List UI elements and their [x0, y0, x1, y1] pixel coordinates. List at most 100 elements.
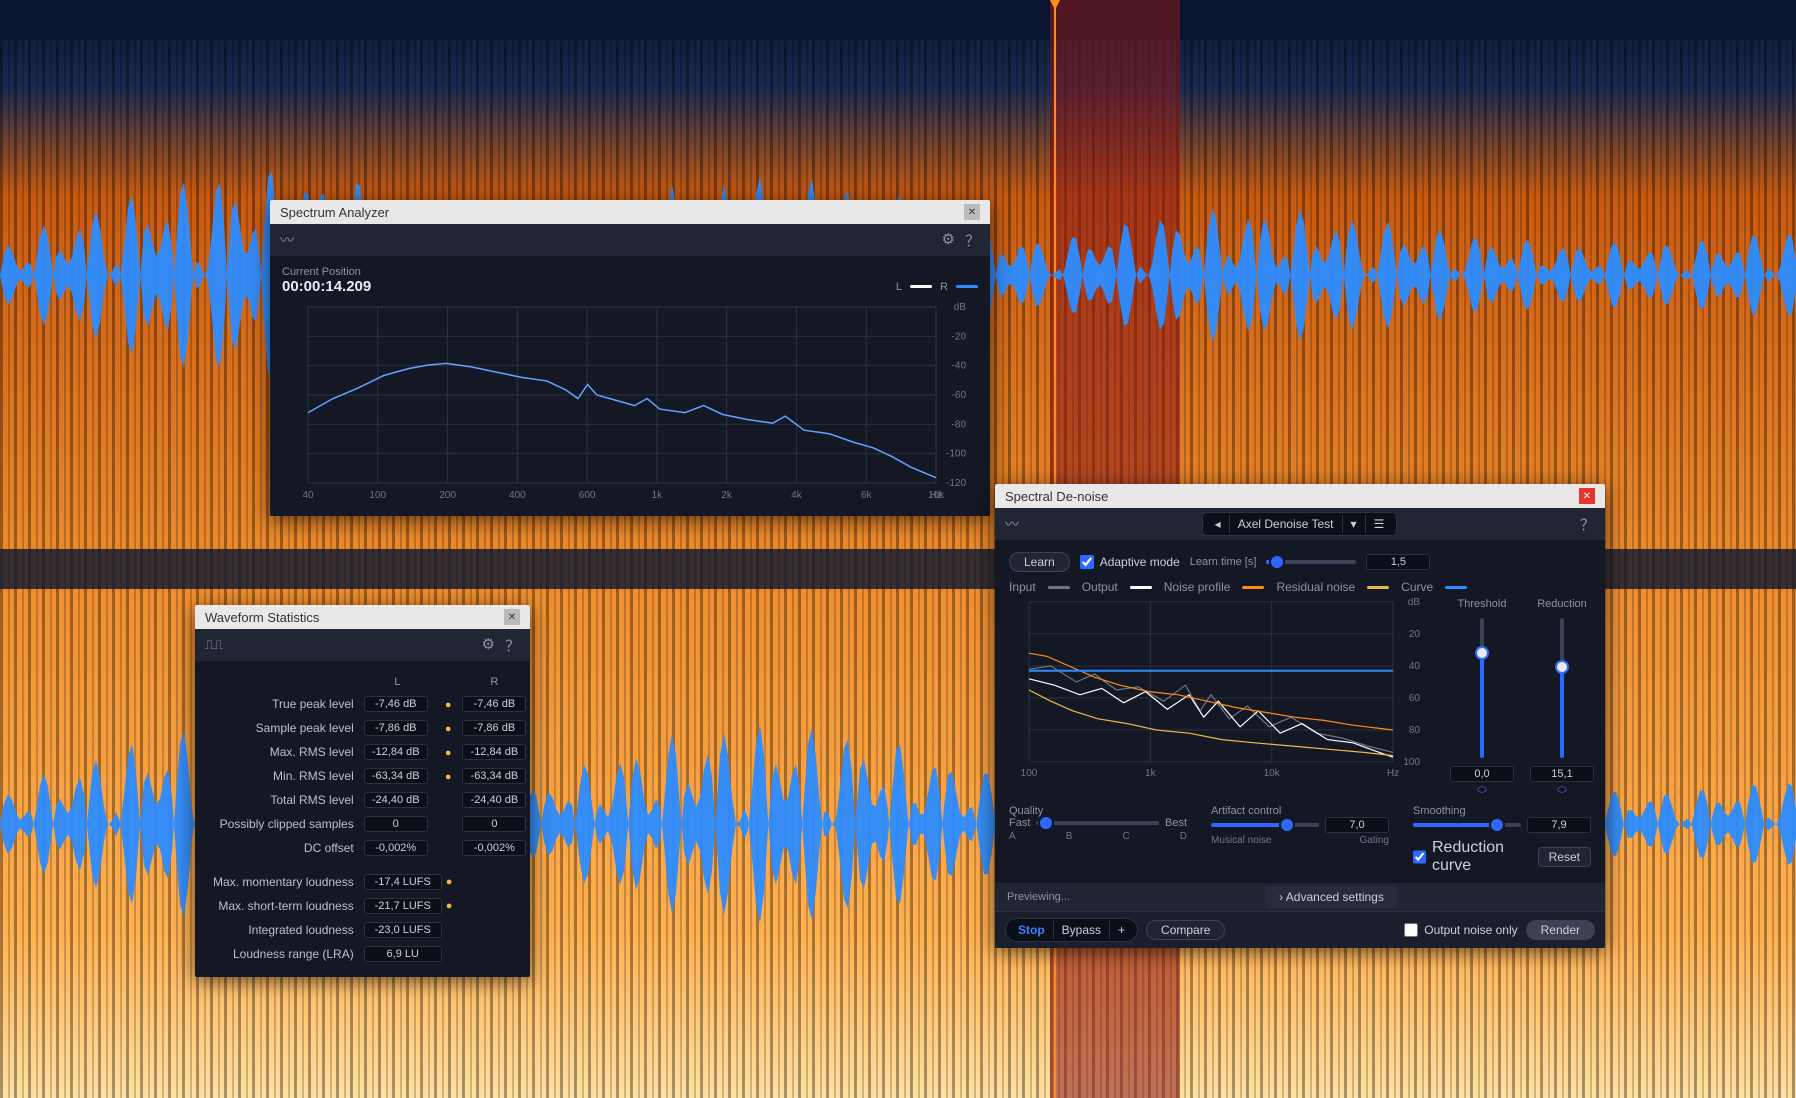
svg-text:100: 100	[1403, 757, 1420, 768]
denoise-panel: Spectral De-noise ✕ 〰 ◂ Axel Denoise Tes…	[995, 484, 1605, 948]
svg-text:Hz: Hz	[930, 490, 942, 501]
artifact-value[interactable]: 7,0	[1325, 817, 1389, 833]
help-icon[interactable]: ？	[1580, 514, 1595, 535]
smoothing-slider[interactable]	[1413, 823, 1521, 827]
threshold-slider[interactable]	[1480, 618, 1484, 758]
stats-table: LRTrue peak level-7,46 dB●-7,46 dB●Sampl…	[207, 671, 530, 967]
svg-text:1k: 1k	[1145, 768, 1157, 778]
advanced-settings-button[interactable]: › Advanced settings	[1265, 886, 1398, 908]
artifact-left: Musical noise	[1211, 835, 1272, 846]
adaptive-label: Adaptive mode	[1100, 555, 1180, 569]
artifact-right: Gating	[1360, 835, 1389, 846]
svg-text:-20: -20	[952, 331, 967, 342]
svg-text:10k: 10k	[1264, 768, 1281, 778]
preset-prev-icon[interactable]: ◂	[1207, 515, 1229, 533]
svg-text:200: 200	[439, 490, 456, 501]
artifact-slider[interactable]	[1211, 823, 1319, 827]
preset-menu-icon[interactable]: ☰	[1365, 515, 1393, 533]
close-icon[interactable]: ✕	[504, 609, 520, 625]
bars-icon: ⎍⎍	[205, 637, 223, 653]
svg-text:dB: dB	[954, 302, 967, 313]
quality-slider[interactable]	[1036, 821, 1159, 825]
svg-text:Hz: Hz	[1387, 768, 1399, 778]
quality-right: Best	[1165, 817, 1187, 829]
reset-button[interactable]: Reset	[1538, 847, 1591, 867]
svg-text:-80: -80	[952, 419, 967, 430]
threshold-value[interactable]: 0,0	[1450, 766, 1514, 782]
link-icon[interactable]: ⬭	[1557, 784, 1566, 797]
spectrum-titlebar[interactable]: Spectrum Analyzer ✕	[270, 200, 990, 224]
learntime-slider[interactable]	[1266, 560, 1356, 564]
denoise-chart: 1001k10kHz dB20406080100	[1009, 598, 1437, 778]
smoothing-value[interactable]: 7,9	[1527, 817, 1591, 833]
waveform-stats-panel: Waveform Statistics ✕ ⎍⎍ ⚙ ？ LRTrue peak…	[195, 605, 530, 977]
wave-icon: 〰	[280, 230, 294, 250]
svg-text:2k: 2k	[721, 490, 733, 501]
svg-text:20: 20	[1409, 629, 1421, 640]
legend-L-swatch	[910, 285, 932, 288]
close-icon[interactable]: ✕	[964, 204, 980, 220]
svg-text:-40: -40	[952, 361, 967, 372]
link-icon[interactable]: ⬭	[1477, 784, 1486, 797]
smoothing-label: Smoothing	[1413, 805, 1591, 817]
stats-titlebar[interactable]: Waveform Statistics ✕	[195, 605, 530, 629]
denoise-titlebar[interactable]: Spectral De-noise ✕	[995, 484, 1605, 508]
denoise-toolbar: 〰 ◂ Axel Denoise Test ▾ ☰ ？	[995, 508, 1605, 540]
bypass-button[interactable]: Bypass	[1053, 921, 1109, 939]
render-button[interactable]: Render	[1526, 920, 1595, 940]
svg-text:-120: -120	[946, 478, 966, 489]
noise-only-checkbox[interactable]: Output noise only	[1404, 923, 1517, 937]
svg-text:dB: dB	[1408, 598, 1421, 608]
svg-text:40: 40	[302, 490, 314, 501]
preview-label: Previewing...	[1007, 891, 1070, 903]
gear-icon[interactable]: ⚙	[942, 230, 955, 251]
help-icon[interactable]: ？	[965, 230, 980, 251]
denoise-title: Spectral De-noise	[1005, 489, 1108, 504]
spectrum-chart: 401002004006001k2k4k6k10kHz dB-20-40-60-…	[282, 301, 978, 501]
reduction-curve-checkbox[interactable]: Reduction curve	[1413, 839, 1528, 875]
preset-next-icon[interactable]: ▾	[1342, 515, 1365, 533]
svg-text:400: 400	[509, 490, 526, 501]
svg-text:6k: 6k	[861, 490, 873, 501]
current-position-label: Current Position	[282, 266, 978, 278]
quality-left: Fast	[1009, 817, 1030, 829]
learntime-label: Learn time [s]	[1190, 556, 1257, 568]
plus-button[interactable]: +	[1109, 921, 1133, 939]
learntime-value[interactable]: 1,5	[1366, 554, 1430, 570]
spectrum-analyzer-panel: Spectrum Analyzer ✕ 〰 ⚙ ？ Current Positi…	[270, 200, 990, 516]
svg-text:-100: -100	[946, 449, 966, 460]
wave-icon: 〰	[1005, 514, 1019, 534]
stop-button[interactable]: Stop	[1010, 921, 1053, 939]
quality-label: Quality	[1009, 805, 1187, 817]
stats-toolbar: ⎍⎍ ⚙ ？	[195, 629, 530, 661]
preset-name[interactable]: Axel Denoise Test	[1229, 515, 1342, 533]
gear-icon[interactable]: ⚙	[482, 635, 495, 656]
svg-text:4k: 4k	[791, 490, 803, 501]
legend-R-swatch	[956, 285, 978, 288]
legend-R-label: R	[940, 281, 948, 293]
svg-text:600: 600	[579, 490, 596, 501]
svg-text:-60: -60	[952, 390, 967, 401]
reduction-slider[interactable]	[1560, 618, 1564, 758]
reduction-curve-label: Reduction curve	[1432, 839, 1528, 875]
svg-text:1k: 1k	[652, 490, 664, 501]
learn-button[interactable]: Learn	[1009, 552, 1070, 572]
spectrum-toolbar: 〰 ⚙ ？	[270, 224, 990, 256]
close-icon[interactable]: ✕	[1579, 488, 1595, 504]
reduction-label: Reduction	[1537, 598, 1587, 610]
chevron-right-icon: ›	[1279, 890, 1283, 904]
current-position-value: 00:00:14.209	[282, 278, 371, 295]
reduction-value[interactable]: 15,1	[1530, 766, 1594, 782]
compare-button[interactable]: Compare	[1146, 920, 1225, 940]
adaptive-checkbox[interactable]: Adaptive mode	[1080, 555, 1180, 569]
spectrum-title: Spectrum Analyzer	[280, 205, 389, 220]
artifact-label: Artifact control	[1211, 805, 1389, 817]
help-icon[interactable]: ？	[505, 635, 520, 656]
preset-selector[interactable]: ◂ Axel Denoise Test ▾ ☰	[1202, 512, 1398, 536]
svg-text:60: 60	[1409, 693, 1421, 704]
noise-only-label: Output noise only	[1424, 923, 1517, 937]
threshold-label: Threshold	[1458, 598, 1507, 610]
legend-L-label: L	[896, 281, 902, 293]
svg-text:40: 40	[1409, 661, 1421, 672]
svg-text:100: 100	[1021, 768, 1038, 778]
